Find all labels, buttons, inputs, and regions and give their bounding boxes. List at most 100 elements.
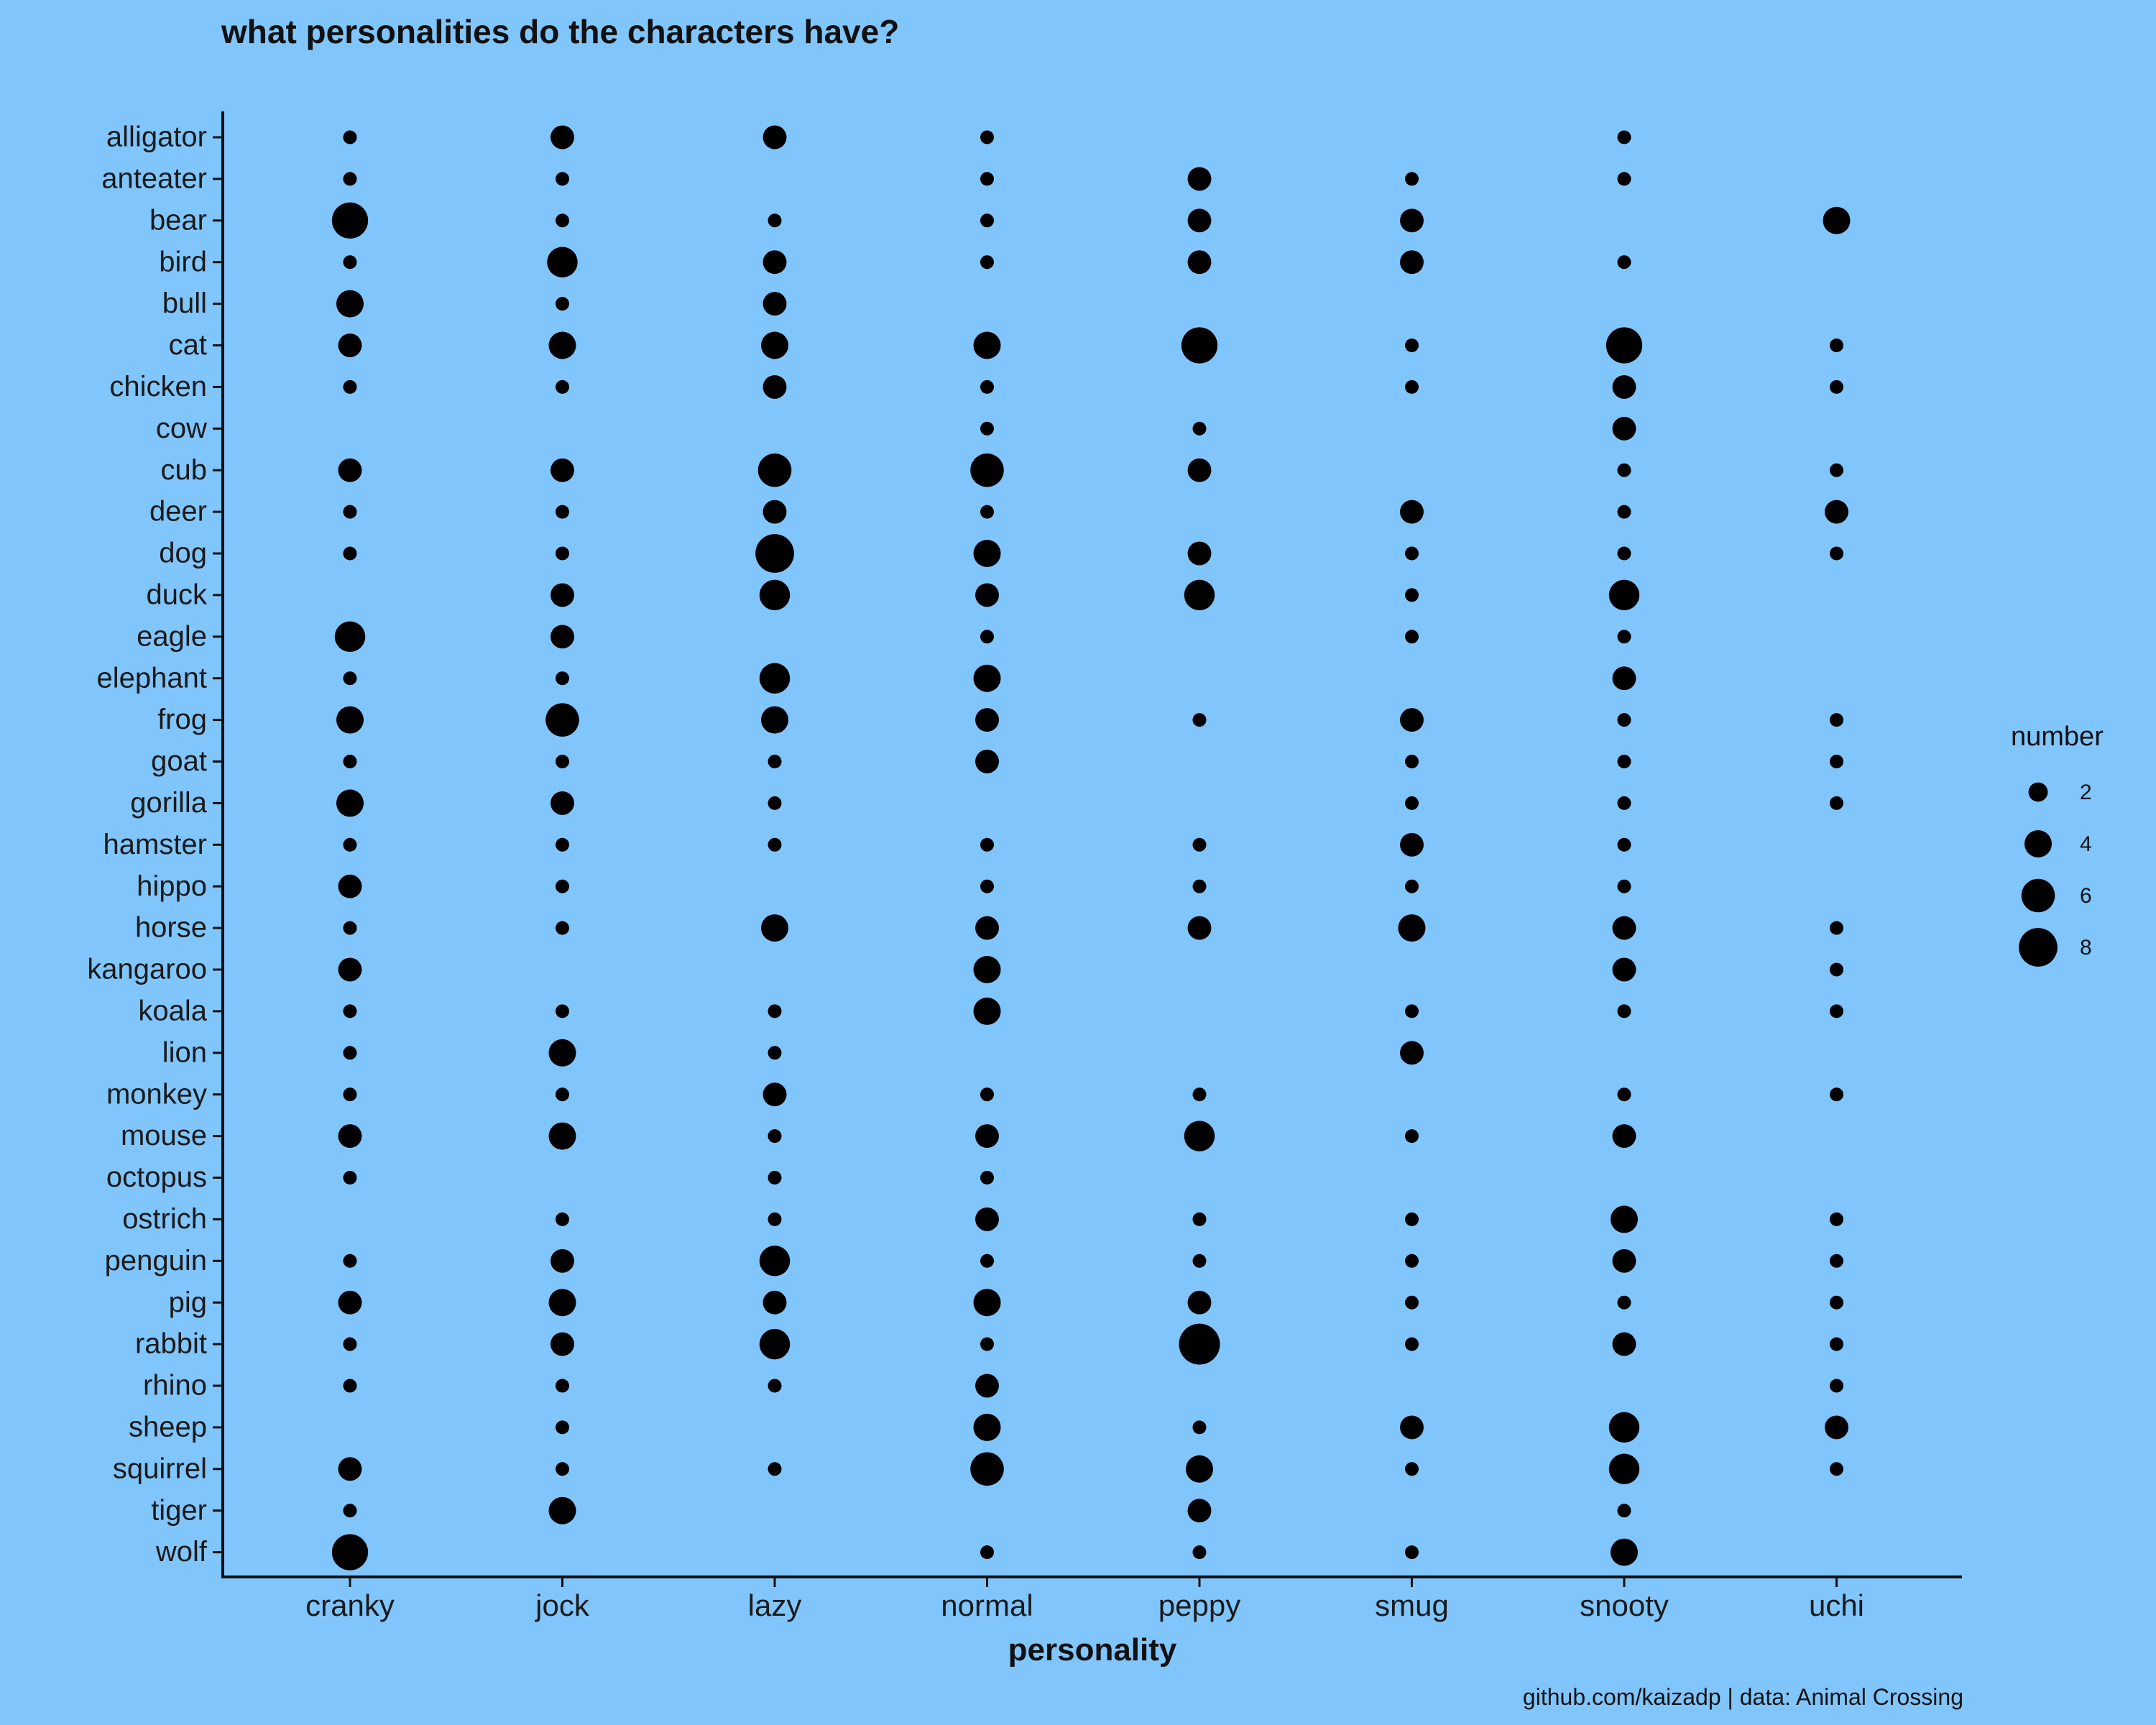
point-bird-smug [1400,250,1424,275]
point-bird-jock [547,247,578,277]
point-frog-normal [975,708,999,732]
point-eagle-jock [550,625,574,649]
point-hippo-cranky [338,874,362,898]
point-bear-smug [1400,208,1424,233]
point-dog-lazy [755,534,794,573]
point-pig-peppy [1187,1290,1212,1315]
point-monkey-snooty [1617,1087,1631,1102]
point-koala-jock [556,1004,569,1018]
point-dog-peppy [1187,541,1212,566]
point-bird-snooty [1617,255,1631,270]
x-tick-label-jock: jock [534,1588,590,1622]
point-mouse-jock [548,1122,576,1150]
point-duck-jock [550,583,574,607]
y-tick-label-squirrel: squirrel [113,1453,207,1484]
x-tick-label-peppy: peppy [1158,1588,1240,1622]
point-monkey-jock [556,1087,569,1102]
point-squirrel-peppy [1186,1455,1213,1483]
point-pig-cranky [338,1290,362,1315]
point-mouse-lazy [768,1129,782,1144]
point-penguin-jock [550,1248,574,1273]
x-tick-label-normal: normal [941,1588,1033,1622]
point-penguin-normal [980,1254,994,1268]
point-rabbit-cranky [343,1337,357,1351]
point-elephant-cranky [343,671,357,686]
point-alligator-lazy [763,125,787,150]
point-tiger-peppy [1187,1499,1212,1523]
point-horse-lazy [761,914,788,942]
point-squirrel-cranky [338,1457,362,1481]
point-alligator-normal [980,130,994,144]
y-tick-label-dog: dog [159,538,207,569]
point-wolf-smug [1405,1545,1419,1560]
point-wolf-cranky [331,1534,369,1570]
point-sheep-peppy [1192,1420,1207,1435]
data-points [331,125,1851,1570]
point-rhino-normal [975,1374,999,1398]
point-hippo-normal [980,879,994,893]
point-goat-cranky [343,755,357,768]
point-bear-jock [556,213,569,228]
y-tick-label-frog: frog [157,704,207,735]
point-deer-smug [1400,500,1424,524]
point-mouse-cranky [338,1124,362,1149]
point-lion-cranky [343,1046,357,1060]
point-rhino-cranky [343,1379,357,1393]
point-rabbit-uchi [1830,1337,1843,1351]
point-penguin-snooty [1612,1248,1636,1273]
point-squirrel-snooty [1608,1453,1640,1485]
point-deer-jock [556,505,569,519]
point-rabbit-snooty [1612,1332,1636,1356]
point-frog-uchi [1830,713,1843,727]
point-octopus-lazy [768,1171,782,1184]
point-rabbit-jock [550,1332,574,1356]
point-dog-cranky [343,546,357,561]
point-dog-jock [556,546,569,561]
point-tiger-cranky [343,1504,357,1518]
legend-key-8 [2019,928,2058,967]
point-cub-cranky [338,458,362,482]
point-dog-smug [1405,546,1419,561]
point-bull-cranky [336,290,364,318]
y-tick-label-hippo: hippo [137,870,207,902]
y-tick-label-bear: bear [149,204,207,236]
chart-title: what personalities do the characters hav… [221,13,899,50]
point-hamster-snooty [1617,837,1631,852]
x-axis: cranky jock lazy normal peppy smug snooty uchi [305,1577,1864,1622]
point-cub-normal [970,453,1004,487]
point-koala-smug [1405,1004,1419,1018]
point-horse-jock [556,921,569,935]
y-tick-label-elephant: elephant [97,662,207,694]
x-tick-label-snooty: snooty [1580,1588,1669,1622]
point-chicken-lazy [763,374,787,399]
point-goat-snooty [1617,755,1631,768]
y-tick-label-deer: deer [149,496,207,528]
y-tick-label-gorilla: gorilla [130,787,207,819]
point-kangaroo-uchi [1830,962,1843,977]
legend-title: number [2011,722,2104,752]
point-cat-lazy [761,331,788,359]
point-rabbit-lazy [759,1328,791,1360]
point-alligator-cranky [343,130,357,144]
y-tick-label-sheep: sheep [129,1411,207,1443]
point-squirrel-lazy [768,1462,782,1476]
point-cat-smug [1405,339,1419,352]
point-hamster-peppy [1192,837,1207,852]
point-cub-jock [550,458,574,482]
y-tick-label-kangaroo: kangaroo [87,954,207,985]
point-horse-normal [975,916,999,940]
point-chicken-normal [980,380,994,394]
point-cub-uchi [1830,463,1843,477]
point-duck-peppy [1184,579,1215,611]
point-cow-snooty [1612,416,1636,441]
point-chicken-jock [556,380,569,394]
point-frog-peppy [1192,713,1207,727]
point-frog-cranky [336,706,364,734]
point-deer-lazy [763,500,787,524]
point-anteater-peppy [1187,167,1212,191]
point-rabbit-smug [1405,1337,1419,1351]
point-ostrich-lazy [768,1212,782,1226]
point-wolf-normal [980,1545,994,1560]
point-kangaroo-cranky [338,957,362,982]
point-gorilla-lazy [768,796,782,810]
